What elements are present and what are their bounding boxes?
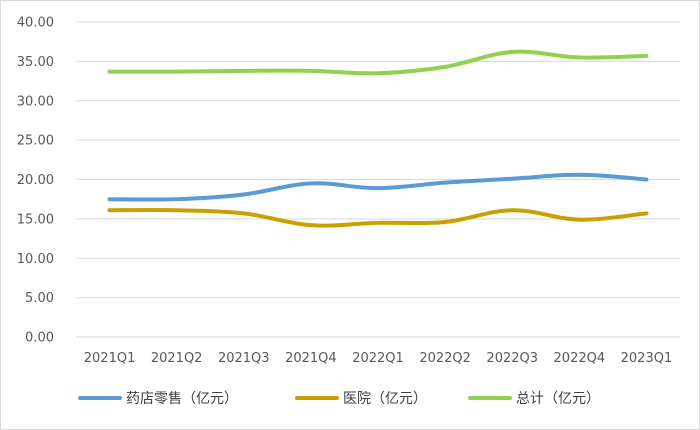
y-tick-label: 35.00 bbox=[17, 55, 54, 70]
x-tick-label: 2021Q3 bbox=[218, 351, 270, 366]
y-tick-label: 30.00 bbox=[17, 94, 54, 109]
series-line bbox=[107, 49, 649, 76]
x-tick-label: 2022Q3 bbox=[486, 351, 538, 366]
x-tick-label: 2021Q2 bbox=[151, 351, 203, 366]
y-tick-label: 5.00 bbox=[25, 291, 54, 306]
x-tick-label: 2022Q4 bbox=[554, 351, 606, 366]
x-tick-label: 2022Q1 bbox=[352, 351, 404, 366]
legend: 药店零售（亿元） 医院（亿元） 总计（亿元） bbox=[78, 391, 600, 407]
x-tick-label: 2021Q4 bbox=[285, 351, 337, 366]
y-tick-label: 40.00 bbox=[17, 16, 54, 31]
legend-label: 总计（亿元） bbox=[516, 391, 600, 407]
y-tick-label: 25.00 bbox=[17, 134, 54, 149]
x-axis-ticks: 2021Q1 2021Q2 2021Q3 2021Q4 2022Q1 2022Q2 2022… bbox=[84, 351, 672, 366]
grid bbox=[76, 21, 680, 338]
series-line bbox=[107, 207, 649, 228]
x-tick-label: 2021Q1 bbox=[84, 351, 136, 366]
y-tick-label: 10.00 bbox=[17, 252, 54, 267]
legend-label: 药店零售（亿元） bbox=[126, 391, 238, 407]
y-tick-label: 0.00 bbox=[25, 331, 54, 346]
legend-label: 医院（亿元） bbox=[343, 391, 427, 407]
series-line bbox=[107, 172, 649, 202]
x-tick-label: 2023Q1 bbox=[621, 351, 673, 366]
y-tick-label: 15.00 bbox=[17, 212, 54, 227]
series-group bbox=[107, 49, 649, 228]
y-axis-ticks: 0.00 5.00 10.00 15.00 20.00 25.00 30.00 35.00 40… bbox=[17, 16, 54, 346]
y-tick-label: 20.00 bbox=[17, 173, 54, 188]
x-tick-label: 2022Q2 bbox=[419, 351, 471, 366]
